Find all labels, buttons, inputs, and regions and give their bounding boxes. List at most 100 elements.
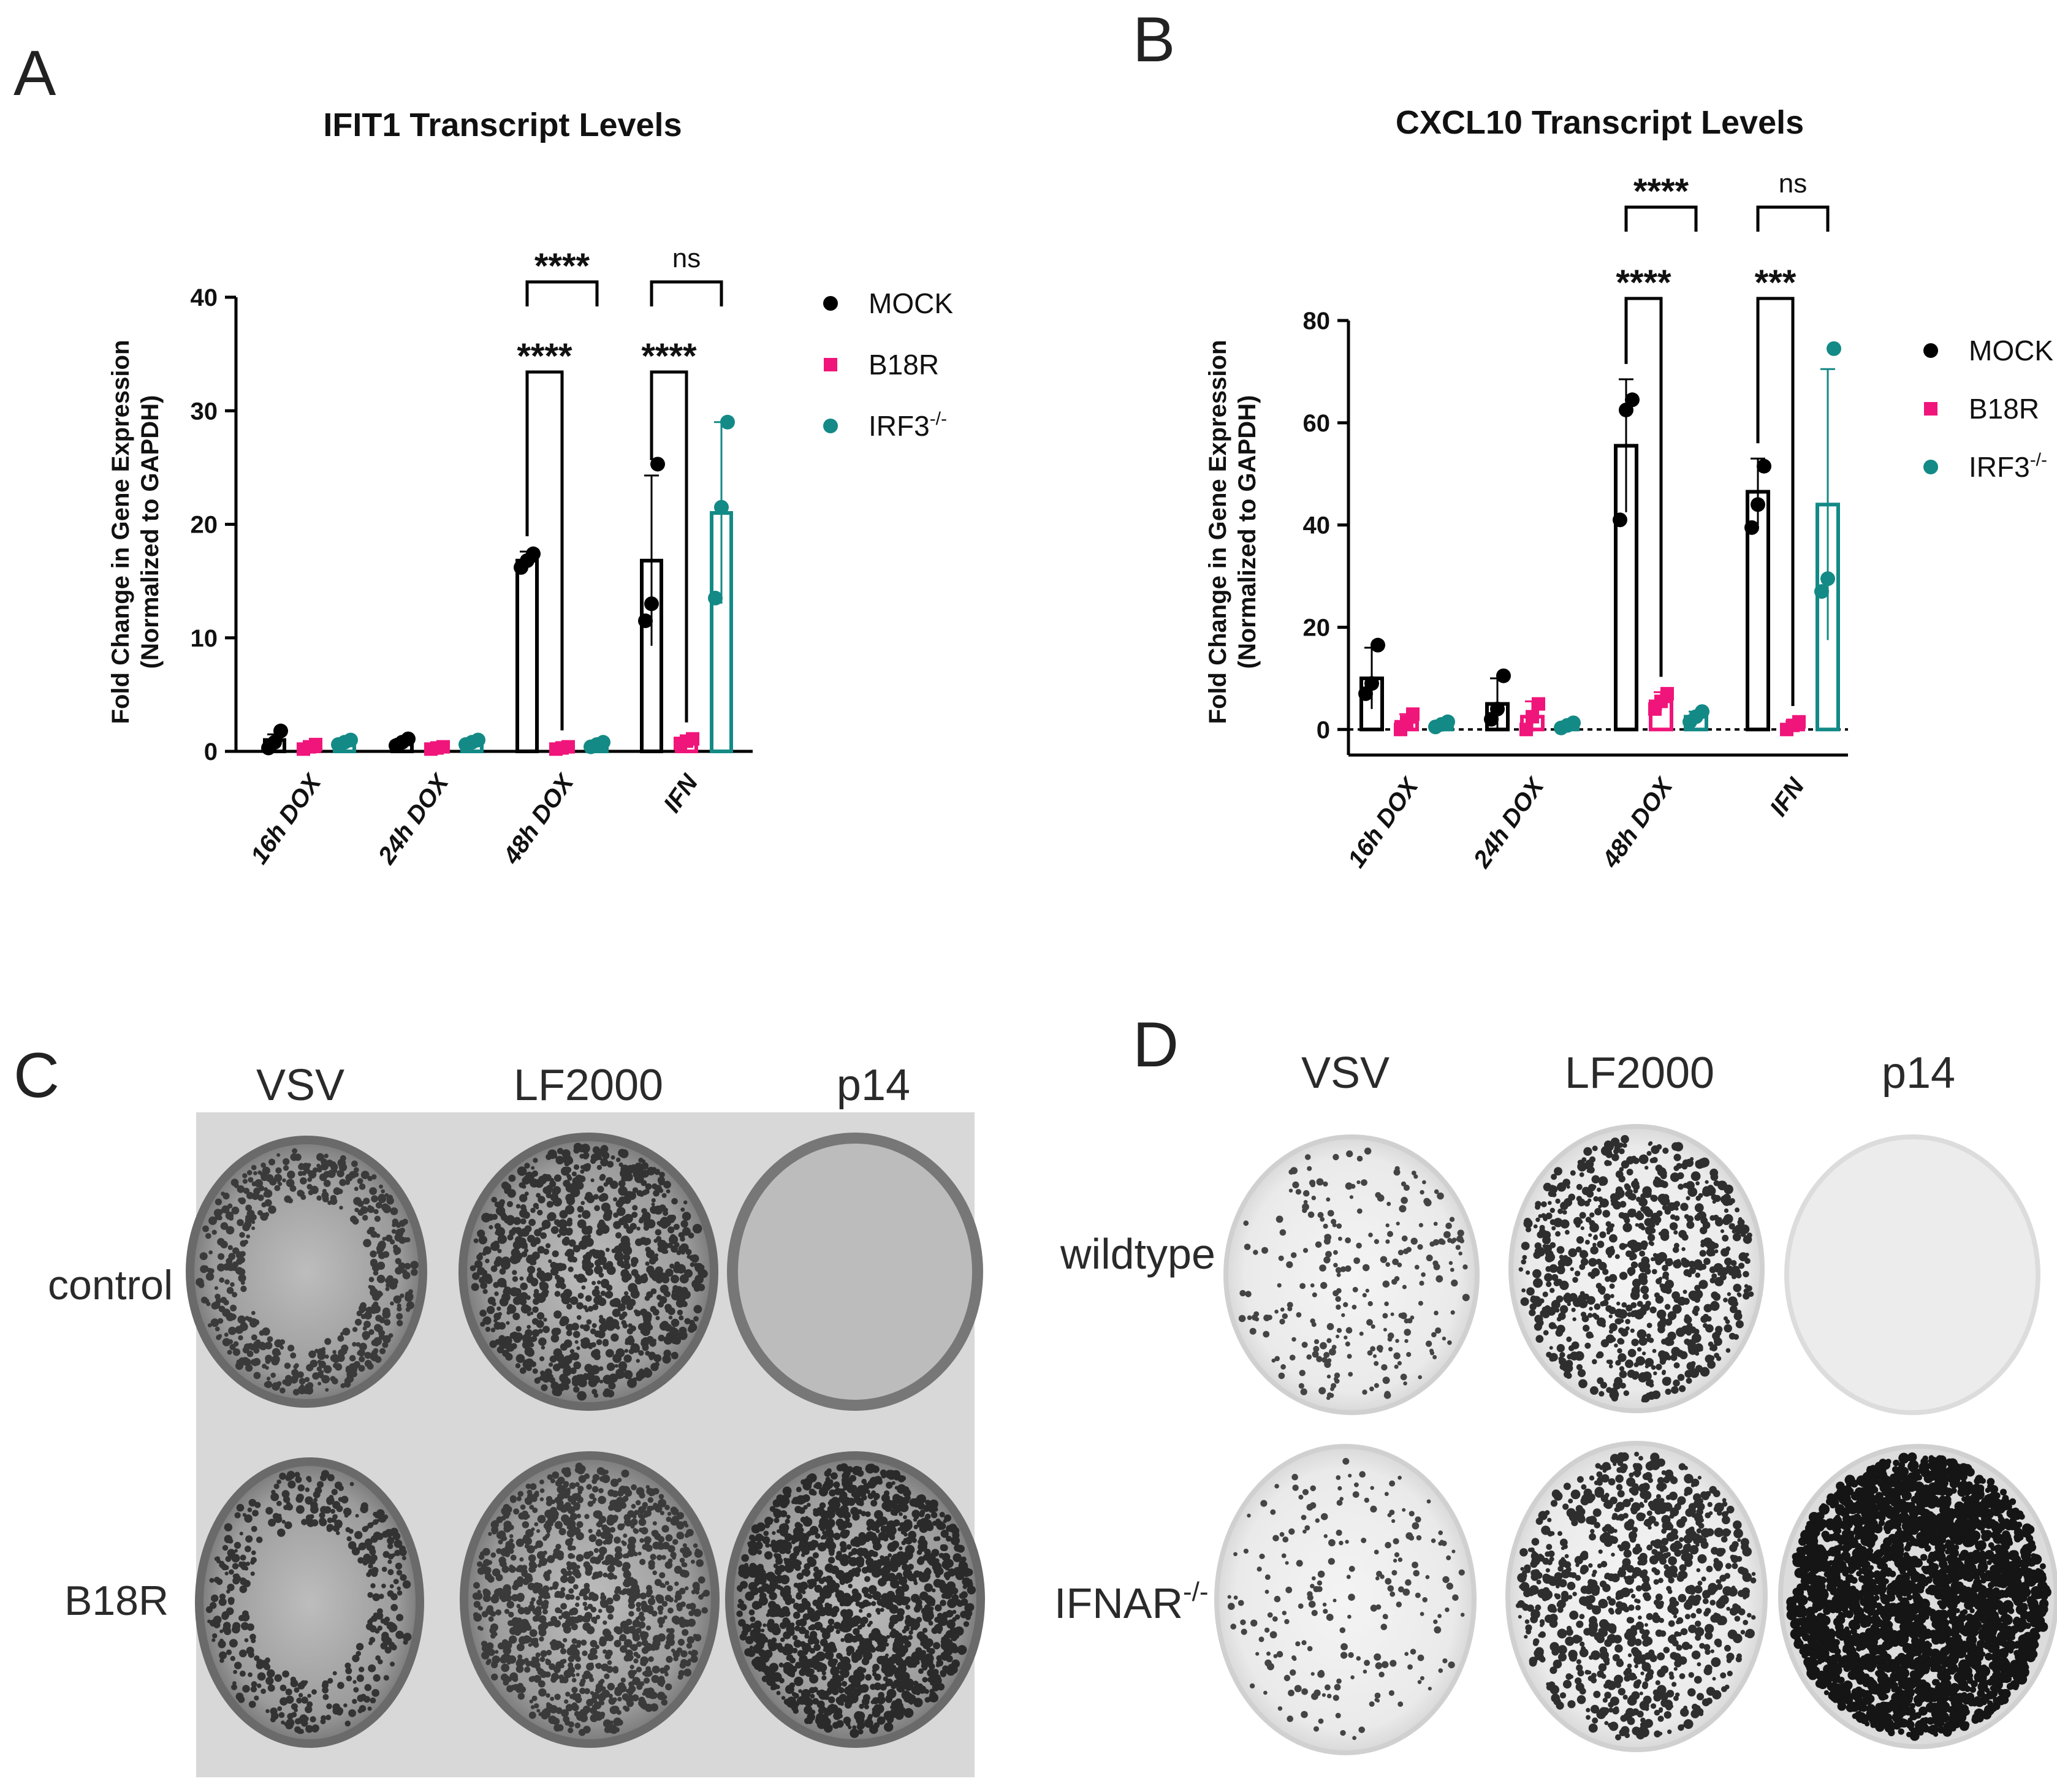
plaque-spot [1442, 1336, 1447, 1341]
plaque-spot [870, 1684, 876, 1690]
plaque-spot [870, 1521, 880, 1532]
plaque-spot [781, 1696, 786, 1700]
plaque-spot [372, 1593, 381, 1601]
plaque-spot [382, 1237, 387, 1241]
plaque-spot [841, 1680, 848, 1687]
plaque-spot [904, 1596, 911, 1603]
plaque-spot [482, 1594, 491, 1603]
plaque-spot [852, 1465, 862, 1476]
plaque-spot [935, 1536, 941, 1541]
plaque-spot [597, 1185, 604, 1193]
plaque-spot [226, 1226, 235, 1235]
plaque-spot [357, 1209, 364, 1216]
plaque-spot [342, 1327, 351, 1336]
plaque-spot [582, 1650, 588, 1657]
plaque-spot [336, 1169, 344, 1178]
plaque-spot [603, 1321, 610, 1329]
plaque-spot [515, 1623, 522, 1631]
plaque-spot [510, 1554, 517, 1561]
plaque-spot [669, 1214, 677, 1221]
plaque-spot [305, 1514, 313, 1522]
plaque-spot [555, 1544, 561, 1550]
plaque-spot [390, 1301, 394, 1306]
plaque-spot [824, 1470, 831, 1477]
plaque-spot [596, 1164, 603, 1171]
plaque-spot [396, 1614, 404, 1622]
plaque-spot [946, 1581, 956, 1591]
plaque-spot [251, 1334, 257, 1341]
plaque-spot [352, 1342, 357, 1347]
plaque-spot [924, 1583, 933, 1592]
plaque-spot [927, 1669, 935, 1677]
plaque-spot [779, 1542, 789, 1552]
plaque-spot [648, 1656, 654, 1662]
chart-b-xtick-label-1: 24h DOX [1468, 772, 1550, 873]
plaque-spot [941, 1593, 947, 1599]
plaque-spot [661, 1286, 666, 1291]
plaque-spot [682, 1543, 687, 1548]
plaque-spot [213, 1576, 221, 1583]
plaque-spot [596, 1339, 603, 1345]
plaque-spot [794, 1676, 804, 1687]
plaque-spot [577, 1293, 584, 1299]
plaque-spot [403, 1633, 412, 1641]
plaque-spot [810, 1693, 815, 1699]
plaque-spot [671, 1275, 679, 1283]
plaque-spot [326, 1160, 333, 1167]
plaque-spot [614, 1546, 622, 1554]
plaque-spot [387, 1559, 392, 1564]
plaque-spot [881, 1579, 887, 1585]
plaque-spot [378, 1334, 386, 1340]
plaque-spot [260, 1660, 269, 1668]
plaque-spot [492, 1529, 497, 1535]
plaque-spot [585, 1163, 591, 1169]
plaque-spot [621, 1469, 629, 1478]
plaque-spot [500, 1259, 511, 1270]
panel-letter-d: D [1133, 1009, 1179, 1080]
plaque-spot [532, 1587, 539, 1594]
plaque-spot [607, 1161, 614, 1168]
plaque-spot [661, 1193, 667, 1198]
plaque-spot [572, 1297, 577, 1302]
plaque-spot [497, 1642, 505, 1650]
plaque-spot [1330, 1386, 1334, 1391]
plaque-spot [368, 1277, 375, 1283]
plaque-spot [1298, 1383, 1304, 1389]
plaque-spot [237, 1327, 243, 1334]
plaque-spot [673, 1265, 682, 1274]
plaque-spot [496, 1306, 501, 1311]
plaque-spot [563, 1180, 571, 1188]
plaque-spot [596, 1467, 605, 1475]
chart-b-point-mock-3-2 [1757, 458, 1771, 474]
plaque-spot [343, 1508, 352, 1516]
plaque-spot [920, 1650, 927, 1656]
plaque-spot [372, 1615, 377, 1620]
plaque-spot [606, 1605, 615, 1613]
plaque-spot [690, 1262, 695, 1267]
plaque-spot [668, 1315, 673, 1319]
plaque-spot [576, 1315, 582, 1320]
plaque-spot [314, 1487, 322, 1494]
plaque-spot [1307, 1166, 1312, 1171]
plaque-spot [856, 1666, 864, 1674]
plaque-spot [1243, 1220, 1249, 1226]
plaque-spot [940, 1600, 946, 1606]
plaque-spot [541, 1621, 549, 1630]
plaque-spot [598, 1366, 604, 1371]
plaque-spot [568, 1727, 574, 1734]
plaque-spot [835, 1570, 845, 1580]
plaque-spot [1399, 1205, 1407, 1213]
plaque-spot [1400, 1373, 1407, 1381]
plaque-spot [598, 1156, 603, 1161]
plaque-spot [886, 1481, 893, 1489]
plaque-spot [298, 1378, 306, 1385]
plaque-spot [260, 1173, 268, 1182]
plaque-spot [684, 1269, 693, 1278]
plaque-spot [317, 1381, 322, 1386]
plaque-spot [647, 1166, 656, 1175]
plaque-spot [701, 1607, 708, 1614]
plaque-spot [1345, 1327, 1353, 1334]
plaque-spot [671, 1198, 678, 1205]
plaque-spot [899, 1522, 905, 1528]
plaque-spot [375, 1325, 383, 1333]
